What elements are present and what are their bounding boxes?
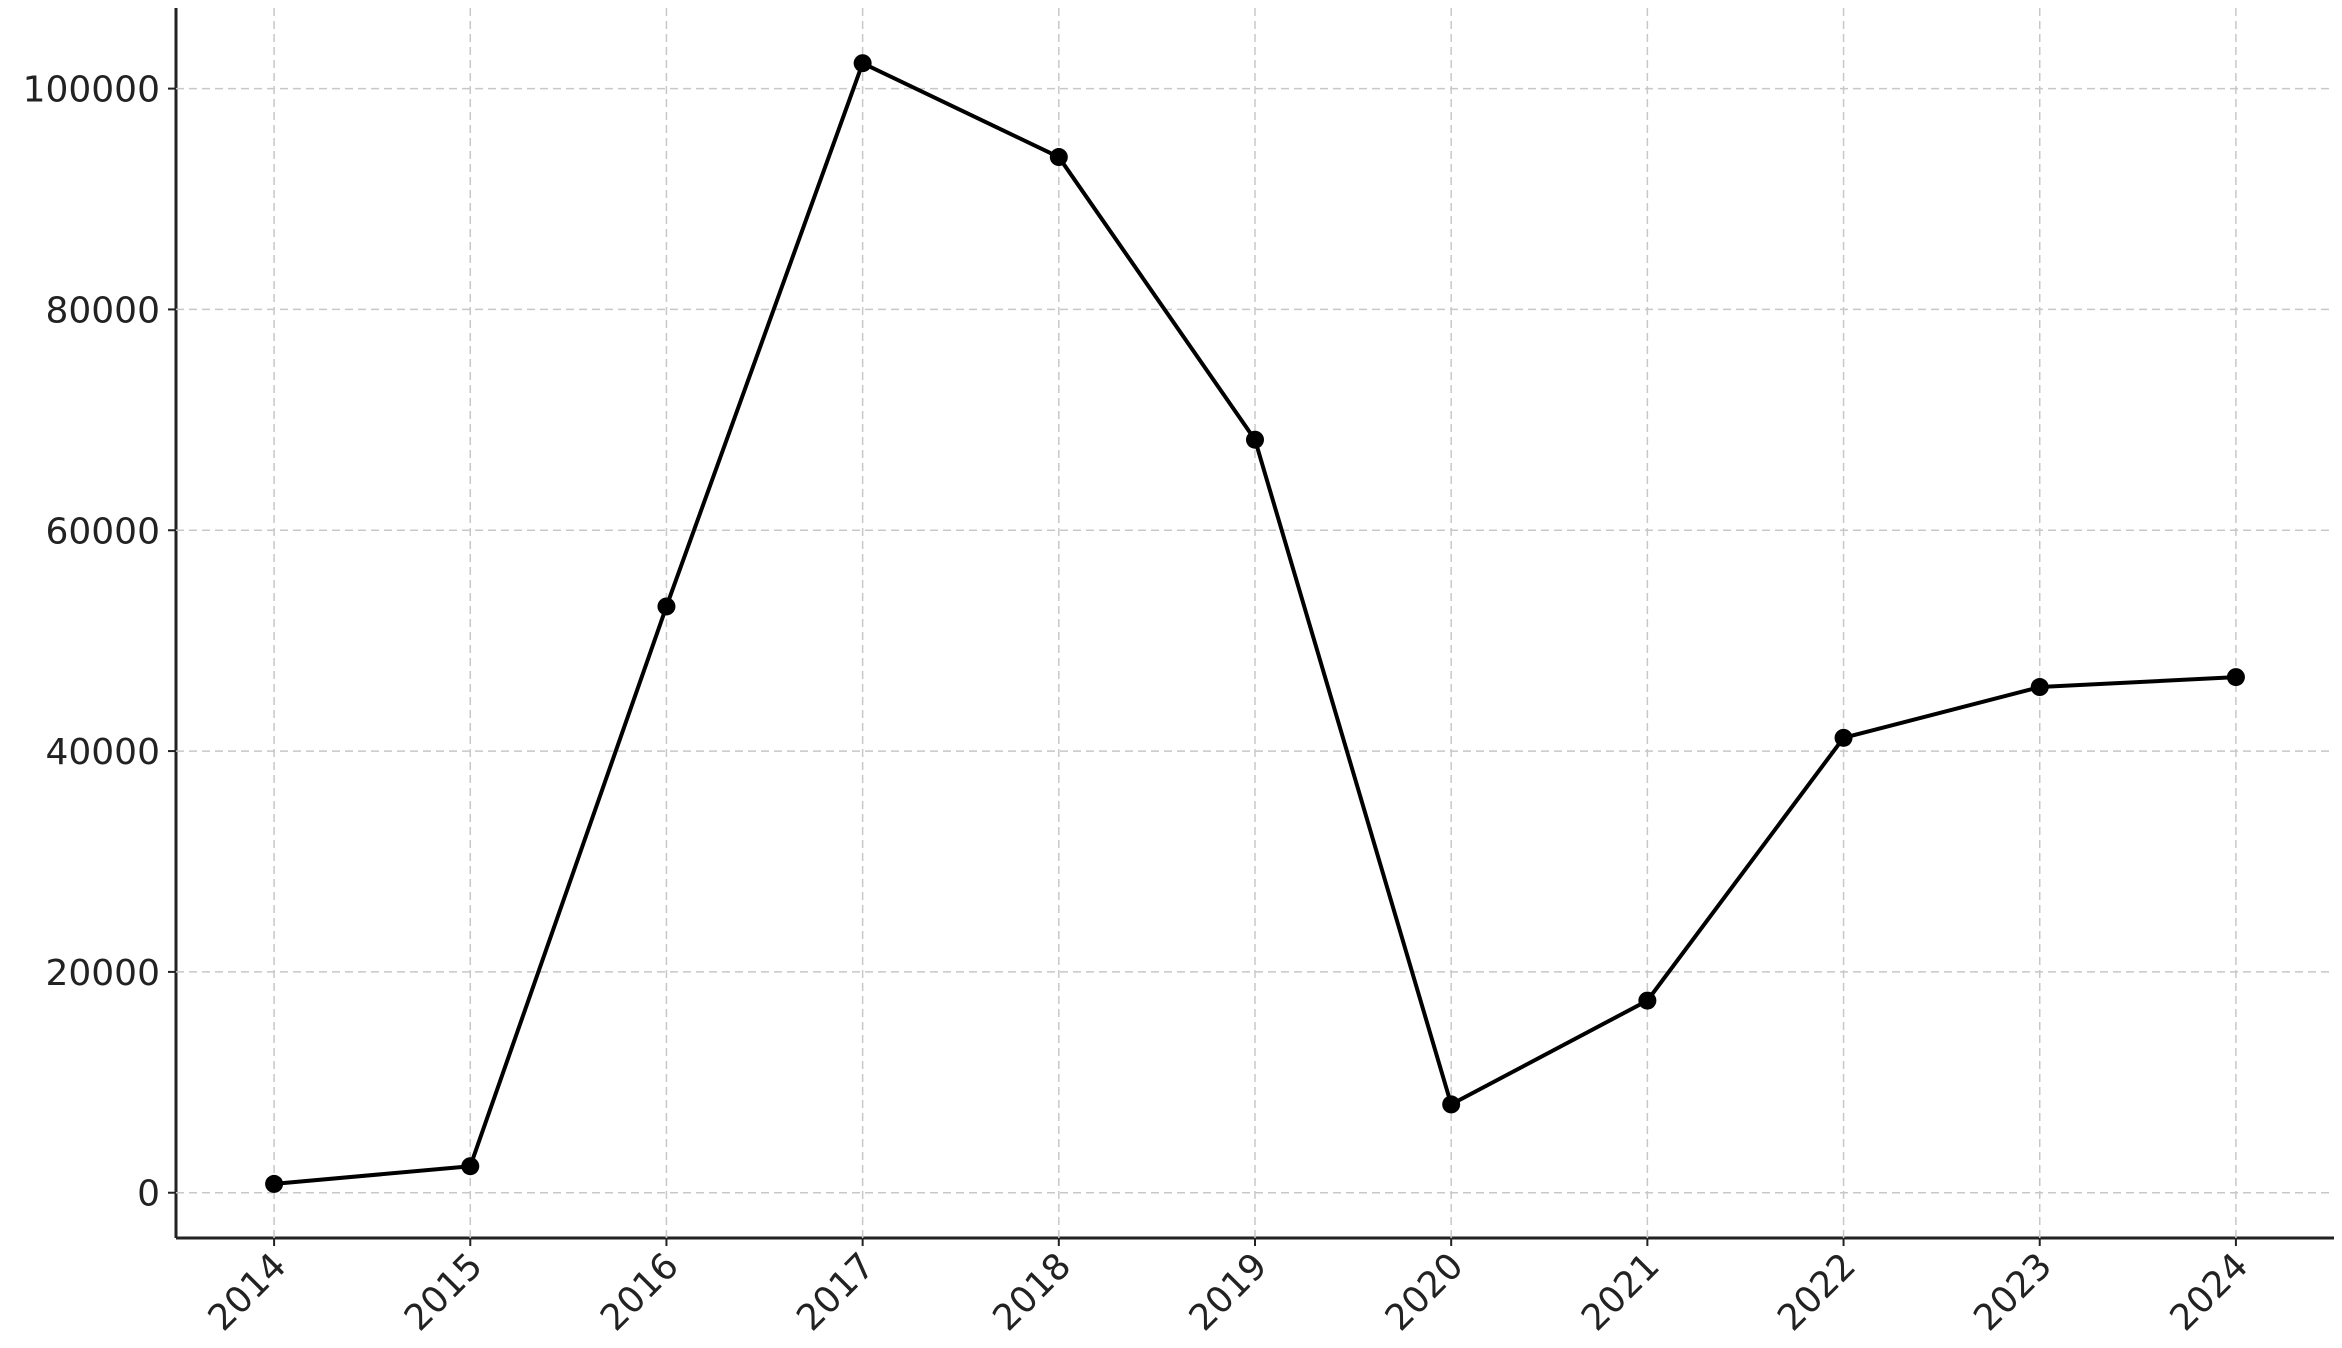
y-tick-label: 60000 (45, 511, 160, 552)
point (853, 54, 872, 73)
y-tick-label: 40000 (45, 732, 160, 773)
point (657, 597, 676, 616)
x-tick-label: 2016 (593, 1245, 687, 1339)
y-tick-label: 0 (137, 1174, 160, 1215)
x-tick-label: 2024 (2162, 1245, 2256, 1339)
x-tick-label: 2015 (397, 1245, 491, 1339)
x-tick-label: 2022 (1770, 1245, 1864, 1339)
y-tick-label: 20000 (45, 953, 160, 994)
x-tick-label: 2020 (1378, 1245, 1472, 1339)
point (1246, 430, 1264, 449)
x-tick-label: 2023 (1966, 1245, 2060, 1339)
point (1442, 1095, 1461, 1114)
y-tick-label: 80000 (45, 290, 160, 331)
x-tick-label: 2017 (789, 1245, 883, 1339)
point (1049, 148, 1068, 167)
point (265, 1174, 284, 1193)
x-tick-label: 2014 (201, 1245, 295, 1339)
point (1834, 728, 1853, 747)
x-tick-label: 2018 (985, 1245, 1079, 1339)
x-tick-label: 2021 (1574, 1245, 1668, 1339)
y-tick-label: 100000 (23, 70, 160, 111)
point (2226, 668, 2245, 687)
point (1638, 991, 1657, 1010)
point (2030, 678, 2049, 697)
point (461, 1157, 480, 1176)
x-tick-label: 2019 (1182, 1245, 1276, 1339)
